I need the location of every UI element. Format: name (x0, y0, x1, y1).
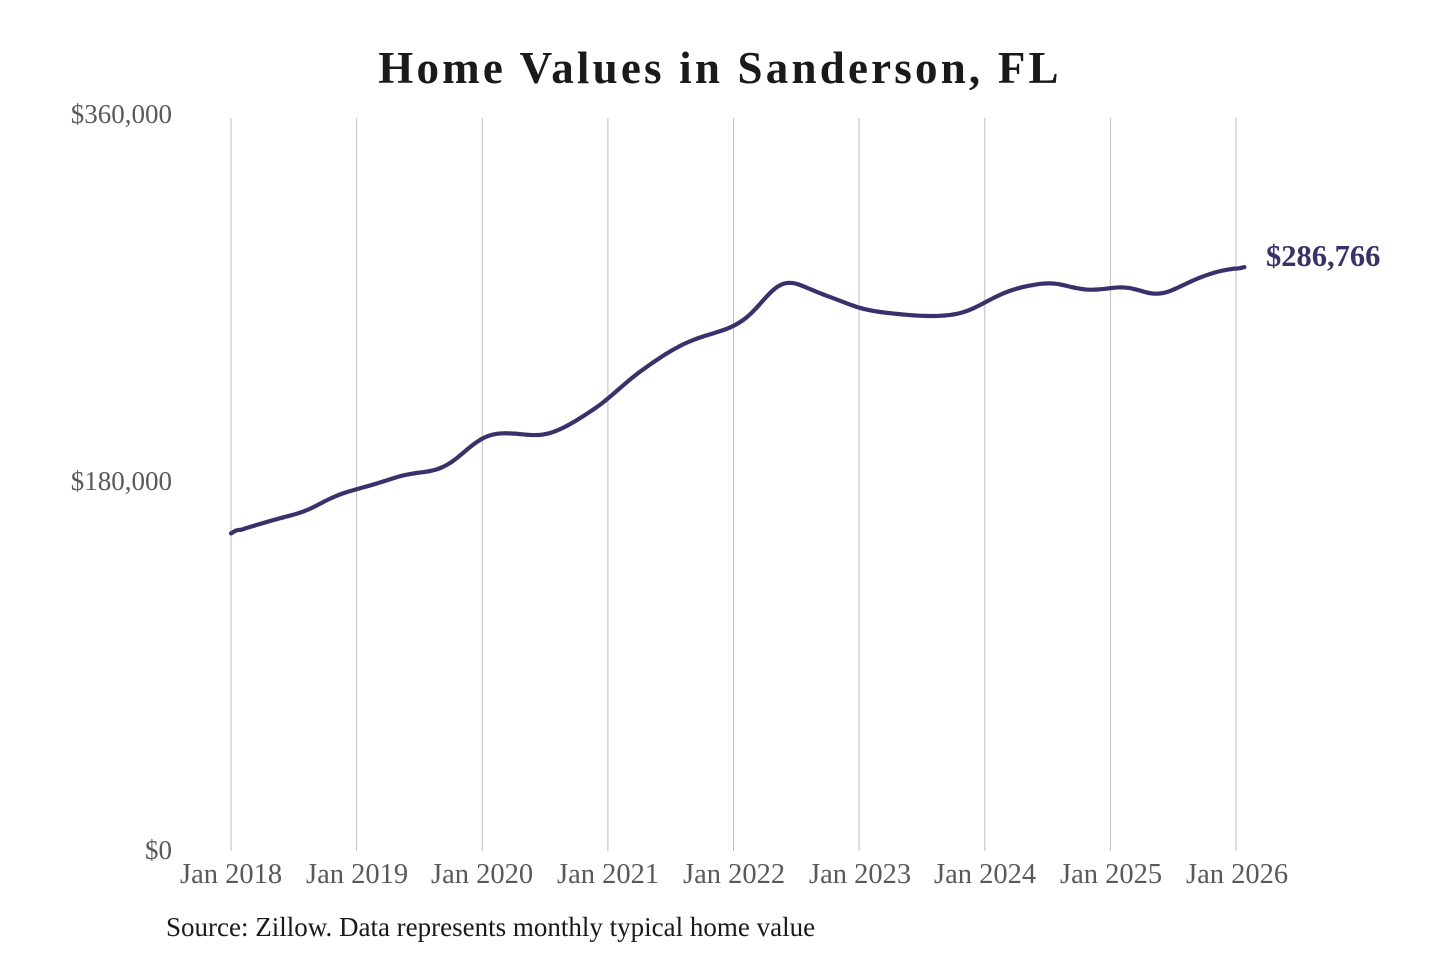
svg-text:Jan 2023: Jan 2023 (809, 859, 911, 890)
svg-text:$0: $0 (145, 835, 172, 865)
svg-text:Jan 2024: Jan 2024 (934, 859, 1036, 890)
svg-text:$360,000: $360,000 (71, 99, 172, 129)
svg-text:Jan 2018: Jan 2018 (180, 859, 282, 890)
svg-text:Jan 2025: Jan 2025 (1060, 859, 1162, 890)
svg-text:$180,000: $180,000 (71, 466, 172, 496)
svg-text:Jan 2019: Jan 2019 (306, 859, 408, 890)
svg-text:$286,766: $286,766 (1266, 239, 1380, 273)
svg-text:Jan 2022: Jan 2022 (683, 859, 785, 890)
svg-text:Jan 2026: Jan 2026 (1186, 859, 1288, 890)
svg-text:Jan 2020: Jan 2020 (431, 859, 533, 890)
svg-text:Jan 2021: Jan 2021 (557, 859, 659, 890)
